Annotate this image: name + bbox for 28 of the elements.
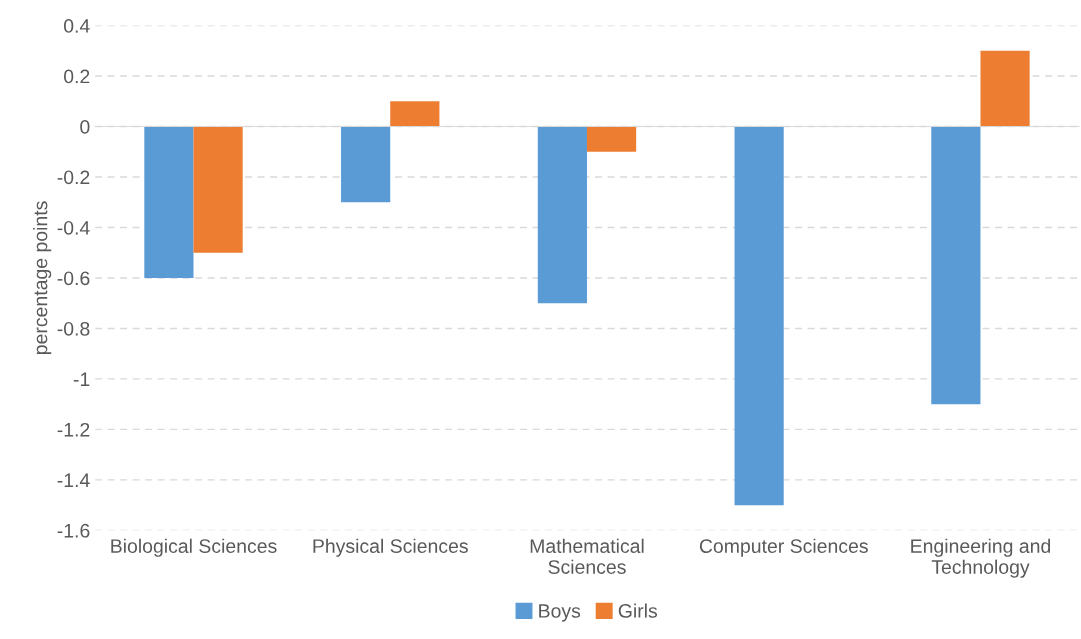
x-tick-label: Computer Sciences <box>699 538 868 557</box>
y-tick-label: -1.4 <box>57 473 90 487</box>
bar <box>144 126 194 278</box>
legend-label: Boys <box>539 604 581 622</box>
y-tick-label: -0.6 <box>57 271 90 286</box>
legend-label: Girls <box>618 603 658 618</box>
y-tick-label: 0.2 <box>64 69 90 84</box>
y-axis-title: percentage points <box>33 201 52 354</box>
x-tick-label: Engineering and Technology <box>911 538 1051 578</box>
bar <box>931 126 981 405</box>
bar <box>193 126 243 253</box>
y-tick-label: -0.4 <box>57 220 90 235</box>
bar <box>586 126 637 152</box>
y-tick-label: -1 <box>73 372 90 386</box>
y-tick-label: -1.6 <box>57 523 90 538</box>
bar <box>390 101 440 127</box>
bar <box>734 126 784 506</box>
x-tick-label: Mathematical Sciences <box>530 538 644 574</box>
y-tick-label: -0.8 <box>57 321 90 336</box>
x-tick-label: Biological Sciences <box>111 538 277 557</box>
y-tick-label: 0.4 <box>64 19 90 33</box>
bar <box>980 50 1030 127</box>
y-tick-label: -0.2 <box>57 170 90 185</box>
bar <box>341 126 391 203</box>
x-tick-label: Physical Sciences <box>313 538 468 557</box>
bar <box>537 126 587 304</box>
y-tick-label: 0 <box>80 119 90 134</box>
y-tick-label: -1.2 <box>57 422 90 437</box>
